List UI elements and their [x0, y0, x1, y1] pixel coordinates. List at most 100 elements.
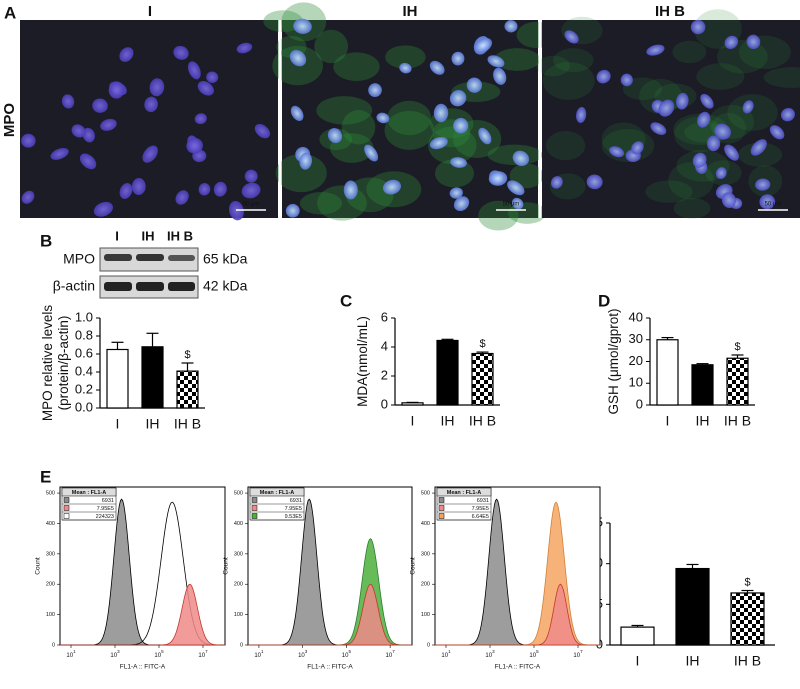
nucleus	[466, 77, 483, 93]
nucleus	[290, 105, 304, 121]
y-tick-label: 0.0	[75, 399, 93, 414]
nucleus	[755, 178, 771, 191]
nucleus	[769, 125, 785, 140]
nucleus	[596, 69, 611, 84]
y-tick-label: 4	[381, 338, 388, 353]
legend-value: 224323	[96, 514, 114, 520]
bar	[436, 339, 459, 406]
panel-label: D	[598, 291, 610, 310]
y-tick-label: 100	[421, 612, 430, 618]
bar	[620, 626, 655, 646]
annotation: $	[734, 341, 740, 353]
bar	[675, 567, 710, 646]
nucleus	[119, 183, 133, 199]
nucleus	[206, 71, 219, 83]
y-tick-label: 400	[421, 521, 430, 527]
nucleus	[620, 73, 633, 87]
nucleus	[131, 177, 146, 196]
y-axis-label-text: MDA(nmol/mL)	[355, 316, 370, 407]
nucleus	[429, 136, 448, 150]
nucleus	[715, 167, 727, 180]
legend-value: 7.95E5	[97, 506, 114, 512]
nucleus	[93, 201, 114, 217]
lane-label: IH	[142, 228, 155, 243]
cytoplasm-stain	[385, 45, 426, 69]
x-tick-label: 101	[66, 649, 76, 658]
x-tick-exponent: 7	[580, 649, 583, 654]
nucleus	[61, 94, 75, 109]
nucleus	[119, 47, 134, 62]
cytoplasm-stain	[345, 177, 394, 213]
nucleus	[144, 96, 158, 113]
y-axis-label-text: MPO relative levels	[40, 305, 55, 422]
nucleus	[631, 141, 644, 155]
legend-swatch	[438, 505, 445, 511]
x-tick-label: IH	[686, 653, 700, 669]
nucleus	[142, 145, 158, 163]
blot-band	[136, 282, 164, 291]
nucleus	[236, 42, 253, 54]
nucleus	[289, 49, 307, 67]
y-tick-label: 0	[240, 642, 243, 648]
y-tick-label: 30	[629, 331, 643, 346]
x-tick-label: I	[636, 653, 640, 669]
y-tick-label: 6	[381, 309, 388, 324]
scale-bar-label: 50 μm	[243, 202, 260, 208]
y-tick-label: 300	[421, 551, 430, 557]
nucleus	[187, 61, 201, 80]
x-axis-label: FL1-A :: FITC-A	[495, 664, 541, 671]
cytoplasm-stain	[545, 131, 586, 161]
nucleus	[550, 176, 563, 189]
nucleus	[433, 103, 449, 123]
nucleus	[564, 30, 579, 44]
y-axis-label: MDA(nmol/mL)	[355, 316, 370, 407]
nucleus	[493, 67, 507, 85]
lane-label: I	[115, 228, 119, 243]
legend-header	[436, 487, 492, 497]
x-tick-label: I	[666, 413, 670, 429]
x-tick-label: IH B	[724, 413, 751, 429]
legend-value: 9.53E5	[285, 514, 302, 520]
x-tick-base: 10	[198, 653, 205, 659]
x-tick-label: 107	[198, 649, 208, 658]
legend-value: 7.95E5	[472, 506, 489, 512]
nucleus	[690, 19, 706, 35]
nucleus	[449, 187, 463, 199]
nucleus	[186, 137, 203, 154]
nucleus	[658, 99, 675, 117]
nucleus	[197, 81, 214, 96]
histogram-curve	[248, 583, 412, 646]
x-tick-base: 10	[386, 653, 393, 659]
y-axis-label: (protein/β-actin)	[56, 316, 71, 411]
x-tick-label: 105	[154, 649, 164, 658]
scale-bar-label: 50 μm	[765, 202, 782, 208]
cytoplasm-stain	[478, 200, 519, 231]
cytoplasm-stain	[763, 67, 800, 88]
bar	[176, 370, 199, 409]
legend-swatch	[251, 505, 258, 511]
row-label: MPO	[1, 103, 18, 138]
column-title: IH B	[655, 3, 685, 20]
x-tick-base: 10	[529, 653, 536, 659]
legend-swatch	[438, 513, 445, 519]
cytoplasm-stain	[384, 110, 435, 150]
nucleus	[327, 128, 343, 144]
nucleus	[343, 180, 358, 200]
y-tick-label: 200	[234, 582, 243, 588]
micrograph	[20, 20, 278, 218]
y-tick-label: 500	[234, 491, 243, 497]
y-tick-label: 400	[46, 521, 55, 527]
panel-label: C	[340, 291, 352, 310]
panel-label: A	[4, 3, 16, 22]
x-tick-label: IH	[146, 416, 160, 432]
bar	[730, 592, 765, 646]
cytoplasm-stain	[263, 10, 303, 33]
nucleus	[198, 183, 211, 196]
nucleus	[241, 182, 261, 199]
cytoplasm-stain	[738, 142, 783, 167]
legend-title: Mean : FL1-A	[72, 490, 107, 496]
y-tick-label: 500	[421, 491, 430, 497]
cytoplasm-stain	[553, 48, 594, 73]
bar	[726, 357, 749, 406]
bar	[141, 346, 164, 409]
